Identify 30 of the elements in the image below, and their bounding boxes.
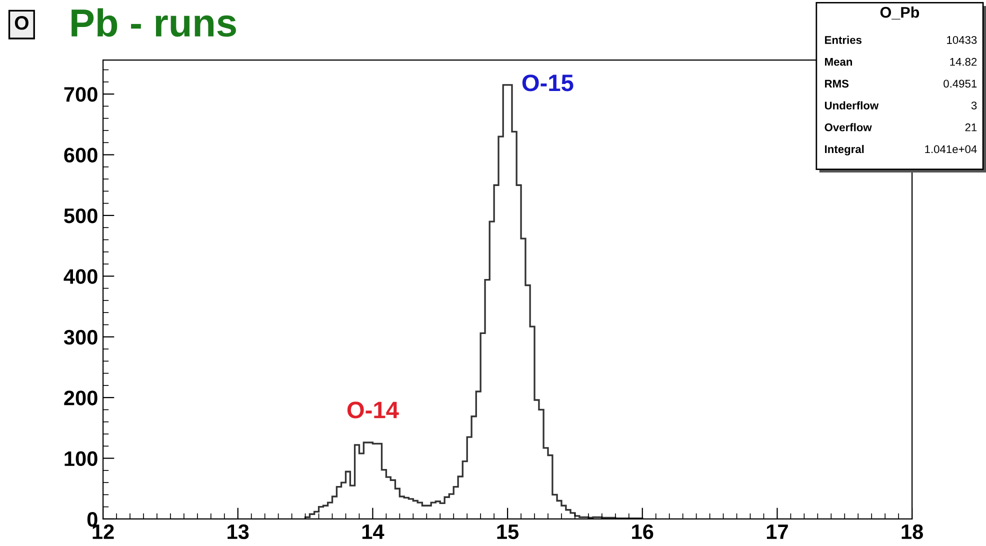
annotation: O-15 <box>522 74 574 92</box>
x-tick-label: 18 <box>902 524 923 540</box>
annotation: Mean <box>825 58 852 66</box>
annotation: Underflow <box>824 101 879 110</box>
y-tick-label: 200 <box>64 390 98 406</box>
text: 21 <box>965 123 977 132</box>
text: O_Pb <box>880 6 920 20</box>
annotation: Integral <box>825 144 864 156</box>
y-tick-label: 600 <box>64 148 98 163</box>
x-tick-label: 17 <box>766 524 788 539</box>
y-tick-label: 100 <box>64 451 98 466</box>
chart-title: Pb - runs <box>72 8 236 37</box>
annotation: O-14 <box>347 402 399 418</box>
x-tick-label: 14 <box>362 524 384 539</box>
annotation: RMS <box>825 80 849 88</box>
text: Entries <box>825 36 862 44</box>
text: O <box>14 16 28 30</box>
text: 10433 <box>947 36 977 44</box>
y-tick-label: 700 <box>64 87 98 102</box>
annotation: Overflow <box>824 123 872 132</box>
y-tick-label: 500 <box>64 208 98 224</box>
x-tick-label: 13 <box>228 524 249 540</box>
y-tick-label: 300 <box>64 330 98 345</box>
x-tick-label: 15 <box>497 524 519 540</box>
text: 14.82 <box>950 58 977 66</box>
text: 1.041e+04 <box>925 145 977 154</box>
y-tick-label: 400 <box>64 269 98 284</box>
x-tick-label: 16 <box>632 524 654 540</box>
text: 3 <box>971 102 977 110</box>
text: 0.4951 <box>944 80 977 88</box>
